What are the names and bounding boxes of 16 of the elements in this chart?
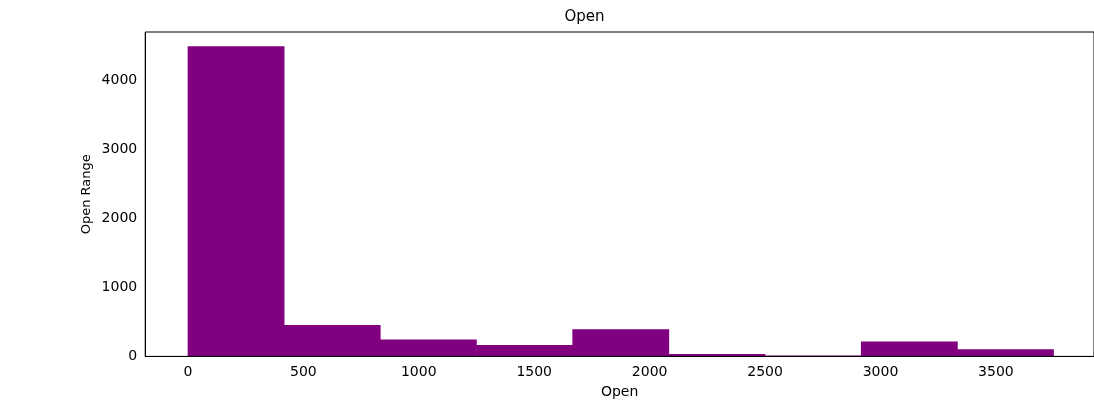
x-tick-label: 0 [183,363,193,380]
x-tick-label: 2000 [631,363,668,380]
x-tick-label: 500 [289,363,317,380]
y-tick-label: 3000 [101,139,138,156]
x-tick-label: 2500 [747,363,783,380]
x-tick-label: 1000 [400,363,437,380]
x-tick-label: 3000 [862,363,899,380]
x-tick-label: 3500 [978,363,1014,380]
y-tick-label: 4000 [101,70,138,87]
chart-title: Open [564,6,605,25]
x-axis-title: Open [600,383,639,400]
y-tick-label: 2000 [101,209,138,225]
y-tick-label: 0 [128,347,138,364]
y-tick-label: 1000 [101,278,138,295]
x-tick-label: 1500 [516,363,553,380]
y-axis-title: Open Range [78,154,94,235]
